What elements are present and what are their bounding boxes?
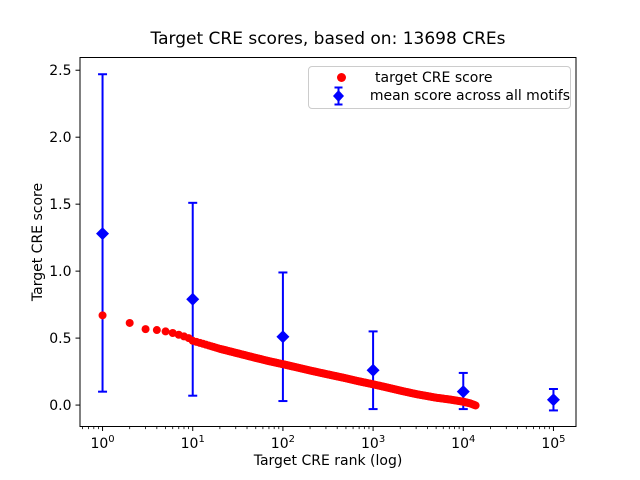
- x-tick-label: 104: [451, 434, 475, 452]
- x-axis-label: Target CRE rank (log): [253, 453, 403, 469]
- scatter-point: [161, 327, 170, 336]
- y-tick-label: 2.0: [49, 130, 71, 146]
- scatter-point: [471, 401, 480, 410]
- scatter-point: [168, 329, 177, 338]
- scatter-point: [125, 318, 134, 327]
- diamond-marker: [366, 363, 380, 377]
- scatter-point: [152, 326, 161, 335]
- x-axis: 100 101 102 103 104 105: [82, 426, 566, 452]
- legend-entry-mean-score: mean score across all motifs: [309, 86, 570, 106]
- diamond-marker: [276, 330, 290, 344]
- x-tick-label: 100: [90, 434, 114, 452]
- y-tick-label: 2.5: [49, 63, 71, 79]
- legend-label-mean-score: mean score across all motifs: [369, 88, 570, 104]
- legend-marker-cell: [321, 73, 361, 82]
- plot-frame: [79, 57, 577, 427]
- legend-marker-cell: [321, 86, 356, 106]
- target-cre-score-series: [98, 311, 480, 410]
- scatter-point: [98, 311, 107, 320]
- y-axis: 0.0 0.5 1.0 1.5 2.0 2.5: [49, 63, 80, 414]
- x-tick-label: 102: [271, 434, 295, 452]
- legend-entry-target-cre-score: target CRE score: [309, 69, 570, 86]
- red-circle-marker-icon: [336, 73, 346, 82]
- x-tick-label: 103: [361, 434, 385, 452]
- diamond-marker: [96, 227, 110, 241]
- scatter-point: [141, 325, 150, 334]
- diamond-marker: [456, 385, 470, 399]
- chart-title: Target CRE scores, based on: 13698 CREs: [150, 29, 506, 49]
- y-tick-label: 1.5: [49, 197, 71, 213]
- blue-diamond-errorbar-marker-icon: [332, 86, 344, 106]
- y-axis-label: Target CRE score: [30, 182, 46, 302]
- x-tick-label: 105: [541, 434, 565, 452]
- y-tick-label: 1.0: [49, 264, 71, 280]
- diamond-marker: [186, 292, 200, 306]
- legend: target CRE score mean score across all m…: [308, 66, 571, 109]
- legend-label-target-cre-score: target CRE score: [375, 69, 493, 86]
- mean-score-errorbar-series: [96, 73, 560, 412]
- y-tick-label: 0.0: [49, 398, 71, 414]
- x-tick-label: 101: [181, 434, 205, 452]
- y-tick-label: 0.5: [49, 331, 71, 347]
- diamond-marker: [546, 393, 560, 407]
